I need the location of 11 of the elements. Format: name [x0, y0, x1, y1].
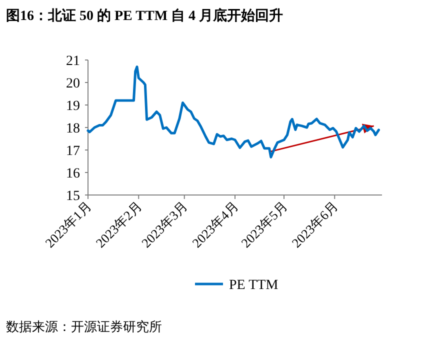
y-tick-label: 16 [66, 166, 80, 182]
y-tick-label: 20 [66, 76, 80, 92]
source-note: 数据来源：开源证券研究所 [6, 319, 162, 334]
y-tick-label: 19 [66, 99, 80, 114]
y-tick-label: 17 [66, 144, 80, 159]
chart-title: 图16：北证 50 的 PE TTM 自 4 月底开始回升 [6, 7, 284, 24]
y-tick-label: 18 [66, 122, 80, 136]
y-tick-label: 15 [66, 189, 80, 204]
legend-label: PE TTM [229, 278, 279, 293]
y-tick-label: 21 [66, 54, 80, 69]
legend-item: PE TTM [195, 278, 278, 293]
